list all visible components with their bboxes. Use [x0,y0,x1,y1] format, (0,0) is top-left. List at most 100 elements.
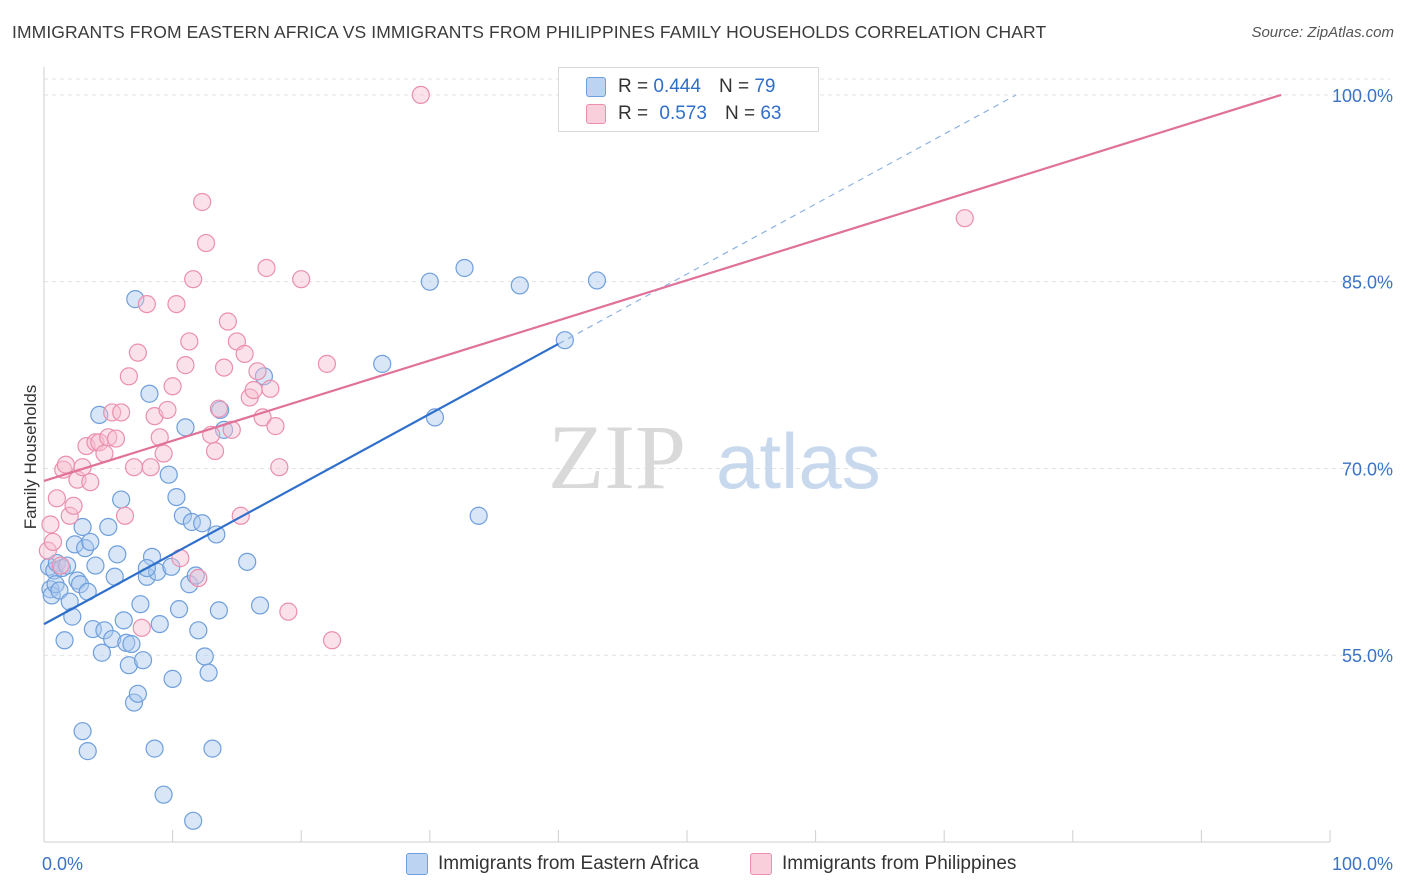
data-point-eastern-africa [128,684,147,703]
data-point-philippines [317,354,337,373]
data-point-eastern-africa [159,465,178,484]
data-point-philippines [154,444,173,463]
data-point-eastern-africa [86,556,105,575]
data-point-philippines [196,233,216,253]
data-point-philippines [266,417,285,436]
data-point-eastern-africa [145,739,164,758]
data-point-eastern-africa [199,663,218,682]
y-tick-label: 70.0% [1342,459,1393,479]
trend-lines [43,93,1282,626]
data-point-philippines [261,379,280,398]
watermark: ZIP atlas [548,406,881,508]
data-point-philippines [955,209,974,228]
data-point-philippines [193,192,212,212]
legend-r-label: R = [618,103,649,124]
data-point-eastern-africa [189,621,208,640]
data-point-philippines [119,367,138,386]
data-point-philippines [47,489,66,508]
bottom-legend-swatch-pink [750,853,772,875]
bottom-legend-label-2: Immigrants from Philippines [782,853,1017,874]
data-point-philippines [244,380,263,400]
data-point-eastern-africa [238,552,257,571]
data-point-philippines [115,506,135,525]
data-point-philippines [51,556,70,575]
legend-r-value-2: 0.573 [659,103,707,124]
watermark-atlas: atlas [716,417,881,505]
data-point-philippines [205,441,225,461]
axes: 55.0% 70.0% 85.0% 100.0% 0.0% 100.0% [42,67,1393,874]
data-point-philippines [137,294,156,314]
data-point-philippines [41,515,60,534]
legend-n-label: N = [724,103,756,124]
data-point-eastern-africa [469,506,488,525]
trend-line-eastern-africa [43,342,559,626]
data-point-eastern-africa [373,354,392,373]
y-axis-label: Family Households [21,385,40,530]
data-point-eastern-africa [124,693,144,712]
data-point-eastern-africa [83,619,102,639]
data-point-philippines [99,428,118,447]
data-point-eastern-africa [184,811,203,830]
y-tick-label: 55.0% [1342,646,1393,666]
data-point-philippines [180,332,199,351]
data-point-eastern-africa [81,532,100,552]
data-point-philippines [184,270,203,289]
data-point-philippines [235,344,254,363]
correlation-legend: R = 0.444 N = 79 R = 0.573 N = 63 [558,67,819,132]
trend-line-philippines [43,93,1282,482]
data-point-eastern-africa [555,331,574,350]
x-tick-label: 100.0% [1332,854,1393,874]
data-point-eastern-africa [163,669,182,688]
legend-row-eastern-africa: R = 0.444 N = 79 [586,75,775,99]
legend-swatch-pink [586,104,606,124]
data-point-eastern-africa [133,651,153,670]
data-point-eastern-africa [167,487,186,507]
bottom-legend-swatch-blue [406,853,428,875]
data-point-philippines [292,270,311,289]
data-point-philippines [112,403,131,422]
data-point-philippines [128,343,147,362]
data-point-eastern-africa [173,506,192,525]
data-point-eastern-africa [154,785,173,804]
data-point-eastern-africa [150,614,169,634]
data-point-eastern-africa [140,384,159,403]
data-point-eastern-africa [103,629,122,649]
data-point-philippines [60,506,79,525]
data-point-philippines [43,532,63,552]
data-point-eastern-africa [65,535,84,554]
data-point-philippines [270,458,289,477]
data-point-eastern-africa [63,607,82,626]
bottom-legend-eastern-africa[interactable]: Immigrants from Eastern Africa [406,851,699,877]
data-point-philippines [248,362,267,381]
data-points [38,85,974,830]
legend-r-label: R = [618,76,649,97]
data-point-eastern-africa [99,517,118,537]
data-point-eastern-africa [73,517,92,537]
data-point-eastern-africa [193,514,212,533]
data-point-eastern-africa [58,556,77,575]
data-point-eastern-africa [169,600,189,619]
y-tick-label: 100.0% [1332,86,1393,106]
data-point-philippines [209,399,228,418]
data-point-eastern-africa [131,595,150,614]
data-point-philippines [81,473,100,492]
trend-line-eastern-africa-extension [558,94,1017,345]
source-attribution[interactable]: Source: ZipAtlas.com [1251,24,1394,41]
data-point-eastern-africa [203,739,222,758]
data-point-philippines [132,618,151,637]
data-point-philippines [218,312,237,331]
data-point-eastern-africa [455,258,474,278]
data-point-philippines [64,496,83,515]
bottom-legend-philippines[interactable]: Immigrants from Philippines [750,851,1016,877]
data-point-eastern-africa [114,611,133,630]
data-point-philippines [106,429,126,448]
legend-n-value-2: 63 [760,103,782,124]
data-point-philippines [167,294,186,314]
legend-n-label: N = [718,76,750,97]
data-point-philippines [189,568,208,588]
data-point-philippines [279,602,298,621]
data-point-philippines [257,258,276,278]
data-point-philippines [163,377,182,396]
data-point-eastern-africa [211,400,230,420]
